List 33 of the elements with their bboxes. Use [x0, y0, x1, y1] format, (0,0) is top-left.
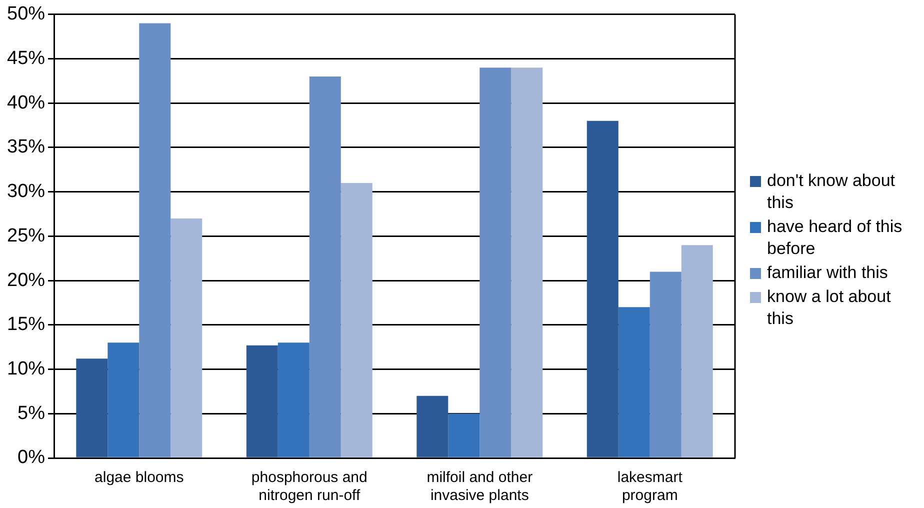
bar — [108, 342, 140, 458]
y-tick-label: 35% — [6, 136, 46, 158]
bar — [618, 307, 650, 458]
bar — [309, 76, 341, 458]
legend-label: know a lot about this — [767, 286, 892, 330]
bar — [586, 120, 618, 458]
y-tick-label: 45% — [6, 48, 46, 69]
y-tick-label: 0% — [18, 447, 46, 468]
y-tick-label: 30% — [6, 181, 46, 202]
y-tick-label: 20% — [6, 270, 46, 291]
bar — [340, 182, 372, 458]
bar — [76, 358, 108, 458]
y-tick-label: 10% — [6, 358, 46, 380]
bar — [416, 396, 448, 458]
x-tick-label: milfoil and other invasive plants — [426, 469, 533, 504]
x-tick-label: lakesmart program — [617, 469, 684, 504]
bar — [480, 68, 512, 458]
y-tick-label: 50% — [6, 4, 46, 25]
y-tick-label: 15% — [6, 314, 46, 336]
x-tick-label: algae blooms — [94, 469, 184, 486]
bar — [170, 218, 202, 458]
bar — [681, 245, 713, 458]
bar — [139, 23, 171, 458]
bar — [246, 345, 278, 458]
bar — [650, 272, 682, 458]
legend-label: familiar with this — [767, 262, 888, 284]
x-tick-label: phosphorous and nitrogen run-off — [251, 469, 368, 504]
bar — [278, 342, 310, 458]
y-tick-label: 5% — [18, 402, 46, 424]
y-tick-label: 25% — [6, 225, 46, 246]
bar — [511, 68, 543, 458]
bar — [448, 414, 480, 458]
y-tick-label: 40% — [6, 92, 46, 114]
